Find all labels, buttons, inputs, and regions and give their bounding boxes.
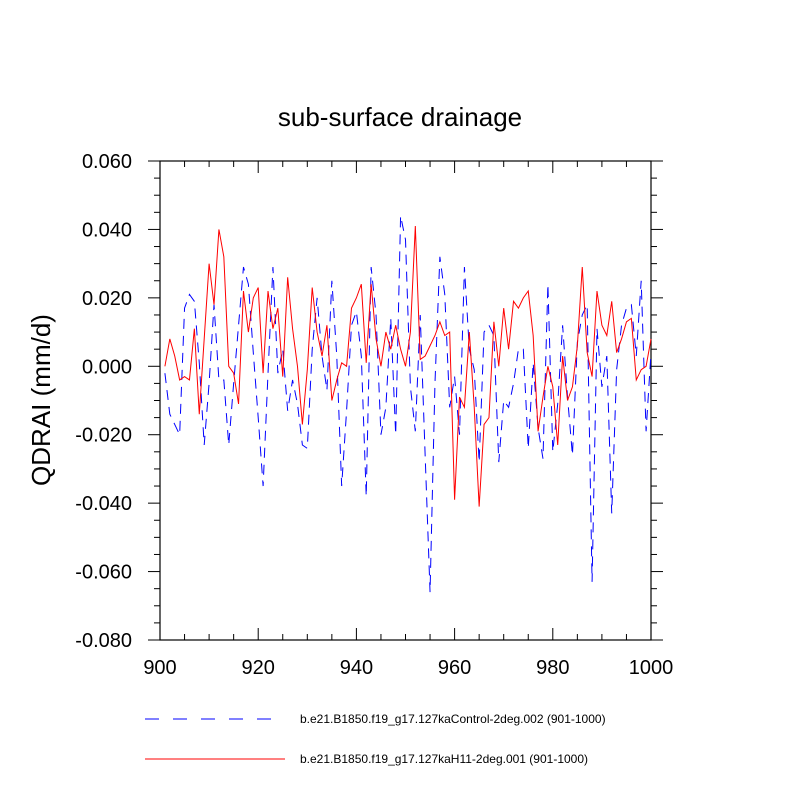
- y-tick-label: -0.080: [75, 630, 132, 652]
- legend-label: b.e21.B1850.f19_g17.127kaControl-2deg.00…: [300, 712, 606, 726]
- x-tick-label: 980: [536, 657, 569, 679]
- y-tick-label: 0.020: [82, 288, 132, 310]
- x-tick-label: 1000: [629, 657, 674, 679]
- y-tick-label: -0.020: [75, 425, 132, 447]
- series-line-control: [164, 215, 652, 593]
- series-layer: [164, 215, 652, 593]
- y-tick-label: 0.040: [82, 219, 132, 241]
- legend: b.e21.B1850.f19_g17.127kaControl-2deg.00…: [145, 712, 606, 766]
- chart-title: sub-surface drainage: [278, 102, 522, 132]
- legend-label: b.e21.B1850.f19_g17.127kaH11-2deg.001 (9…: [300, 752, 588, 766]
- y-tick-label: 0.060: [82, 151, 132, 173]
- axis-ticks: 900 920 940 960 980 1000 -0.080 -0.060 -0.040 -0.…: [75, 151, 673, 679]
- x-tick-label: 940: [340, 657, 373, 679]
- series-line-h11: [164, 225, 652, 507]
- plot-frame: [159, 160, 652, 641]
- y-tick-label: -0.060: [75, 562, 132, 584]
- x-tick-label: 920: [242, 657, 275, 679]
- y-tick-label: 0.000: [82, 356, 132, 378]
- x-tick-label: 900: [143, 657, 176, 679]
- y-axis-label: QDRAI (mm/d): [26, 314, 56, 486]
- x-tick-label: 960: [438, 657, 471, 679]
- y-tick-label: -0.040: [75, 493, 132, 515]
